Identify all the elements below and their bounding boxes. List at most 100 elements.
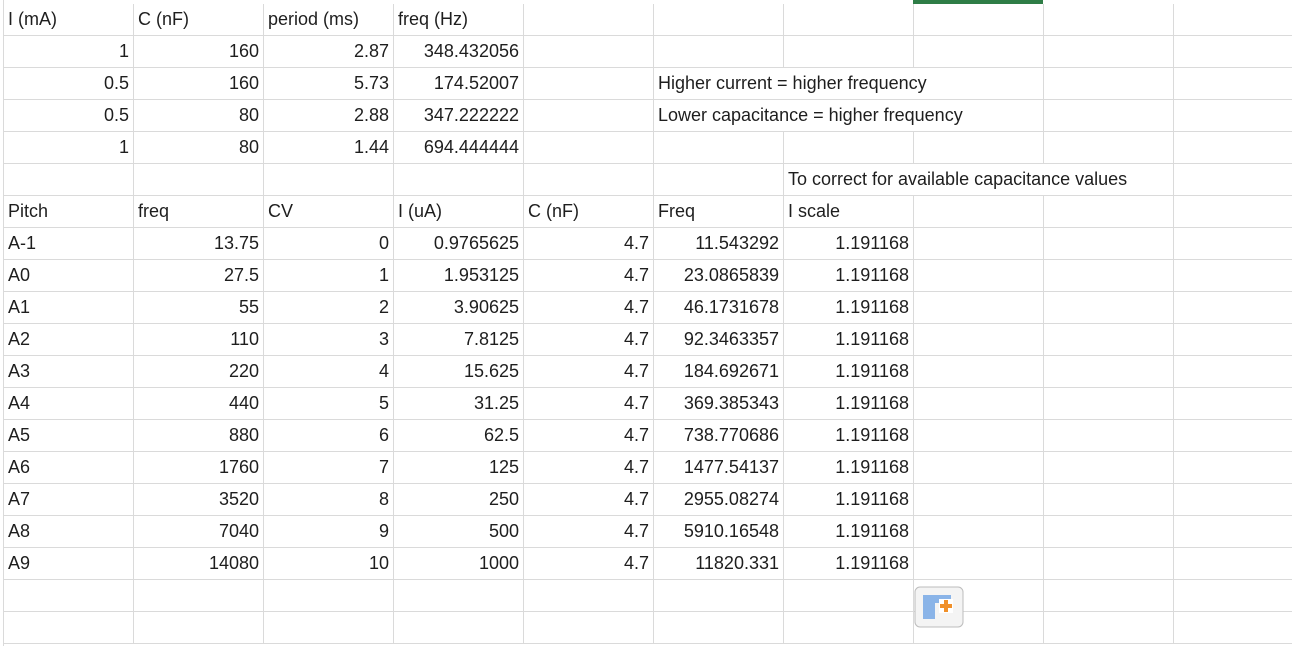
cell[interactable] bbox=[1044, 196, 1174, 228]
cell[interactable] bbox=[1044, 228, 1174, 260]
cell[interactable]: 2955.08274 bbox=[654, 484, 784, 516]
cell[interactable]: 7 bbox=[264, 452, 394, 484]
cell[interactable] bbox=[134, 164, 264, 196]
cell[interactable]: 13.75 bbox=[134, 228, 264, 260]
cell[interactable]: A0 bbox=[4, 260, 134, 292]
cell[interactable]: 1.191168 bbox=[784, 388, 914, 420]
cell[interactable]: 4.7 bbox=[524, 260, 654, 292]
cell[interactable]: 1.191168 bbox=[784, 228, 914, 260]
cell[interactable] bbox=[914, 452, 1044, 484]
cell[interactable]: 80 bbox=[134, 100, 264, 132]
cell[interactable]: 80 bbox=[134, 132, 264, 164]
cell[interactable] bbox=[1044, 356, 1174, 388]
cell[interactable] bbox=[1174, 516, 1292, 548]
cell[interactable]: 1.191168 bbox=[784, 260, 914, 292]
cell[interactable] bbox=[914, 4, 1044, 36]
cell[interactable]: 23.0865839 bbox=[654, 260, 784, 292]
cell[interactable]: 1 bbox=[4, 132, 134, 164]
cell[interactable]: A4 bbox=[4, 388, 134, 420]
cell[interactable]: CV bbox=[264, 196, 394, 228]
cell[interactable]: 11820.331 bbox=[654, 548, 784, 580]
cell[interactable]: 1000 bbox=[394, 548, 524, 580]
cell[interactable] bbox=[784, 36, 914, 68]
cell[interactable] bbox=[524, 132, 654, 164]
cell[interactable]: 4.7 bbox=[524, 228, 654, 260]
cell[interactable]: 2 bbox=[264, 292, 394, 324]
cell[interactable]: 5.73 bbox=[264, 68, 394, 100]
cell[interactable]: 1.44 bbox=[264, 132, 394, 164]
cell[interactable]: period (ms) bbox=[264, 4, 394, 36]
cell[interactable]: A5 bbox=[4, 420, 134, 452]
cell[interactable]: 500 bbox=[394, 516, 524, 548]
cell[interactable] bbox=[1174, 164, 1292, 196]
cell[interactable] bbox=[914, 580, 1044, 612]
cell[interactable] bbox=[1044, 260, 1174, 292]
cell[interactable]: 1760 bbox=[134, 452, 264, 484]
cell[interactable]: A7 bbox=[4, 484, 134, 516]
cell[interactable]: C (nF) bbox=[134, 4, 264, 36]
cell[interactable]: 46.1731678 bbox=[654, 292, 784, 324]
cell[interactable]: I (mA) bbox=[4, 4, 134, 36]
cell[interactable]: 348.432056 bbox=[394, 36, 524, 68]
cell[interactable]: A-1 bbox=[4, 228, 134, 260]
cell[interactable] bbox=[1044, 4, 1174, 36]
cell[interactable]: I scale bbox=[784, 196, 914, 228]
cell[interactable]: 1.191168 bbox=[784, 548, 914, 580]
cell[interactable]: 160 bbox=[134, 36, 264, 68]
cell[interactable]: A3 bbox=[4, 356, 134, 388]
cell[interactable] bbox=[914, 324, 1044, 356]
cell[interactable]: 55 bbox=[134, 292, 264, 324]
cell[interactable]: 3.90625 bbox=[394, 292, 524, 324]
cell[interactable]: 11.543292 bbox=[654, 228, 784, 260]
cell[interactable]: 1.191168 bbox=[784, 452, 914, 484]
cell[interactable]: 440 bbox=[134, 388, 264, 420]
cell[interactable] bbox=[1044, 324, 1174, 356]
cell[interactable] bbox=[1174, 36, 1292, 68]
cell[interactable]: 1.191168 bbox=[784, 516, 914, 548]
cell[interactable]: 4.7 bbox=[524, 484, 654, 516]
cell[interactable]: 880 bbox=[134, 420, 264, 452]
cell[interactable] bbox=[1174, 612, 1292, 644]
cell[interactable] bbox=[1044, 612, 1174, 644]
cell[interactable] bbox=[1174, 356, 1292, 388]
cell[interactable] bbox=[784, 580, 914, 612]
cell[interactable]: 1 bbox=[4, 36, 134, 68]
cell[interactable] bbox=[1174, 228, 1292, 260]
cell[interactable]: 10 bbox=[264, 548, 394, 580]
cell[interactable]: 15.625 bbox=[394, 356, 524, 388]
cell[interactable]: 0 bbox=[264, 228, 394, 260]
cell[interactable] bbox=[914, 68, 1044, 100]
cell[interactable]: 4.7 bbox=[524, 516, 654, 548]
cell[interactable]: 5 bbox=[264, 388, 394, 420]
cell[interactable] bbox=[524, 100, 654, 132]
cell[interactable] bbox=[914, 260, 1044, 292]
cell[interactable] bbox=[394, 164, 524, 196]
cell[interactable] bbox=[914, 548, 1044, 580]
cell[interactable] bbox=[914, 612, 1044, 644]
cell[interactable]: 220 bbox=[134, 356, 264, 388]
cell[interactable]: 7040 bbox=[134, 516, 264, 548]
cell[interactable]: 0.5 bbox=[4, 100, 134, 132]
cell[interactable]: 5910.16548 bbox=[654, 516, 784, 548]
cell[interactable]: 8 bbox=[264, 484, 394, 516]
cell[interactable] bbox=[654, 164, 784, 196]
cell[interactable] bbox=[524, 68, 654, 100]
cell[interactable] bbox=[1174, 388, 1292, 420]
cell[interactable] bbox=[914, 100, 1044, 132]
cell[interactable]: 174.52007 bbox=[394, 68, 524, 100]
cell[interactable] bbox=[1174, 132, 1292, 164]
cell[interactable]: C (nF) bbox=[524, 196, 654, 228]
cell[interactable] bbox=[914, 196, 1044, 228]
cell[interactable]: Freq bbox=[654, 196, 784, 228]
cell[interactable]: 1.191168 bbox=[784, 356, 914, 388]
cell[interactable] bbox=[1044, 100, 1174, 132]
cell[interactable] bbox=[914, 132, 1044, 164]
cell[interactable] bbox=[1044, 484, 1174, 516]
cell[interactable]: 1.191168 bbox=[784, 292, 914, 324]
cell[interactable]: 1.191168 bbox=[784, 420, 914, 452]
cell[interactable] bbox=[264, 612, 394, 644]
cell[interactable] bbox=[914, 356, 1044, 388]
cell[interactable] bbox=[1044, 548, 1174, 580]
cell[interactable]: 7.8125 bbox=[394, 324, 524, 356]
cell[interactable] bbox=[264, 164, 394, 196]
